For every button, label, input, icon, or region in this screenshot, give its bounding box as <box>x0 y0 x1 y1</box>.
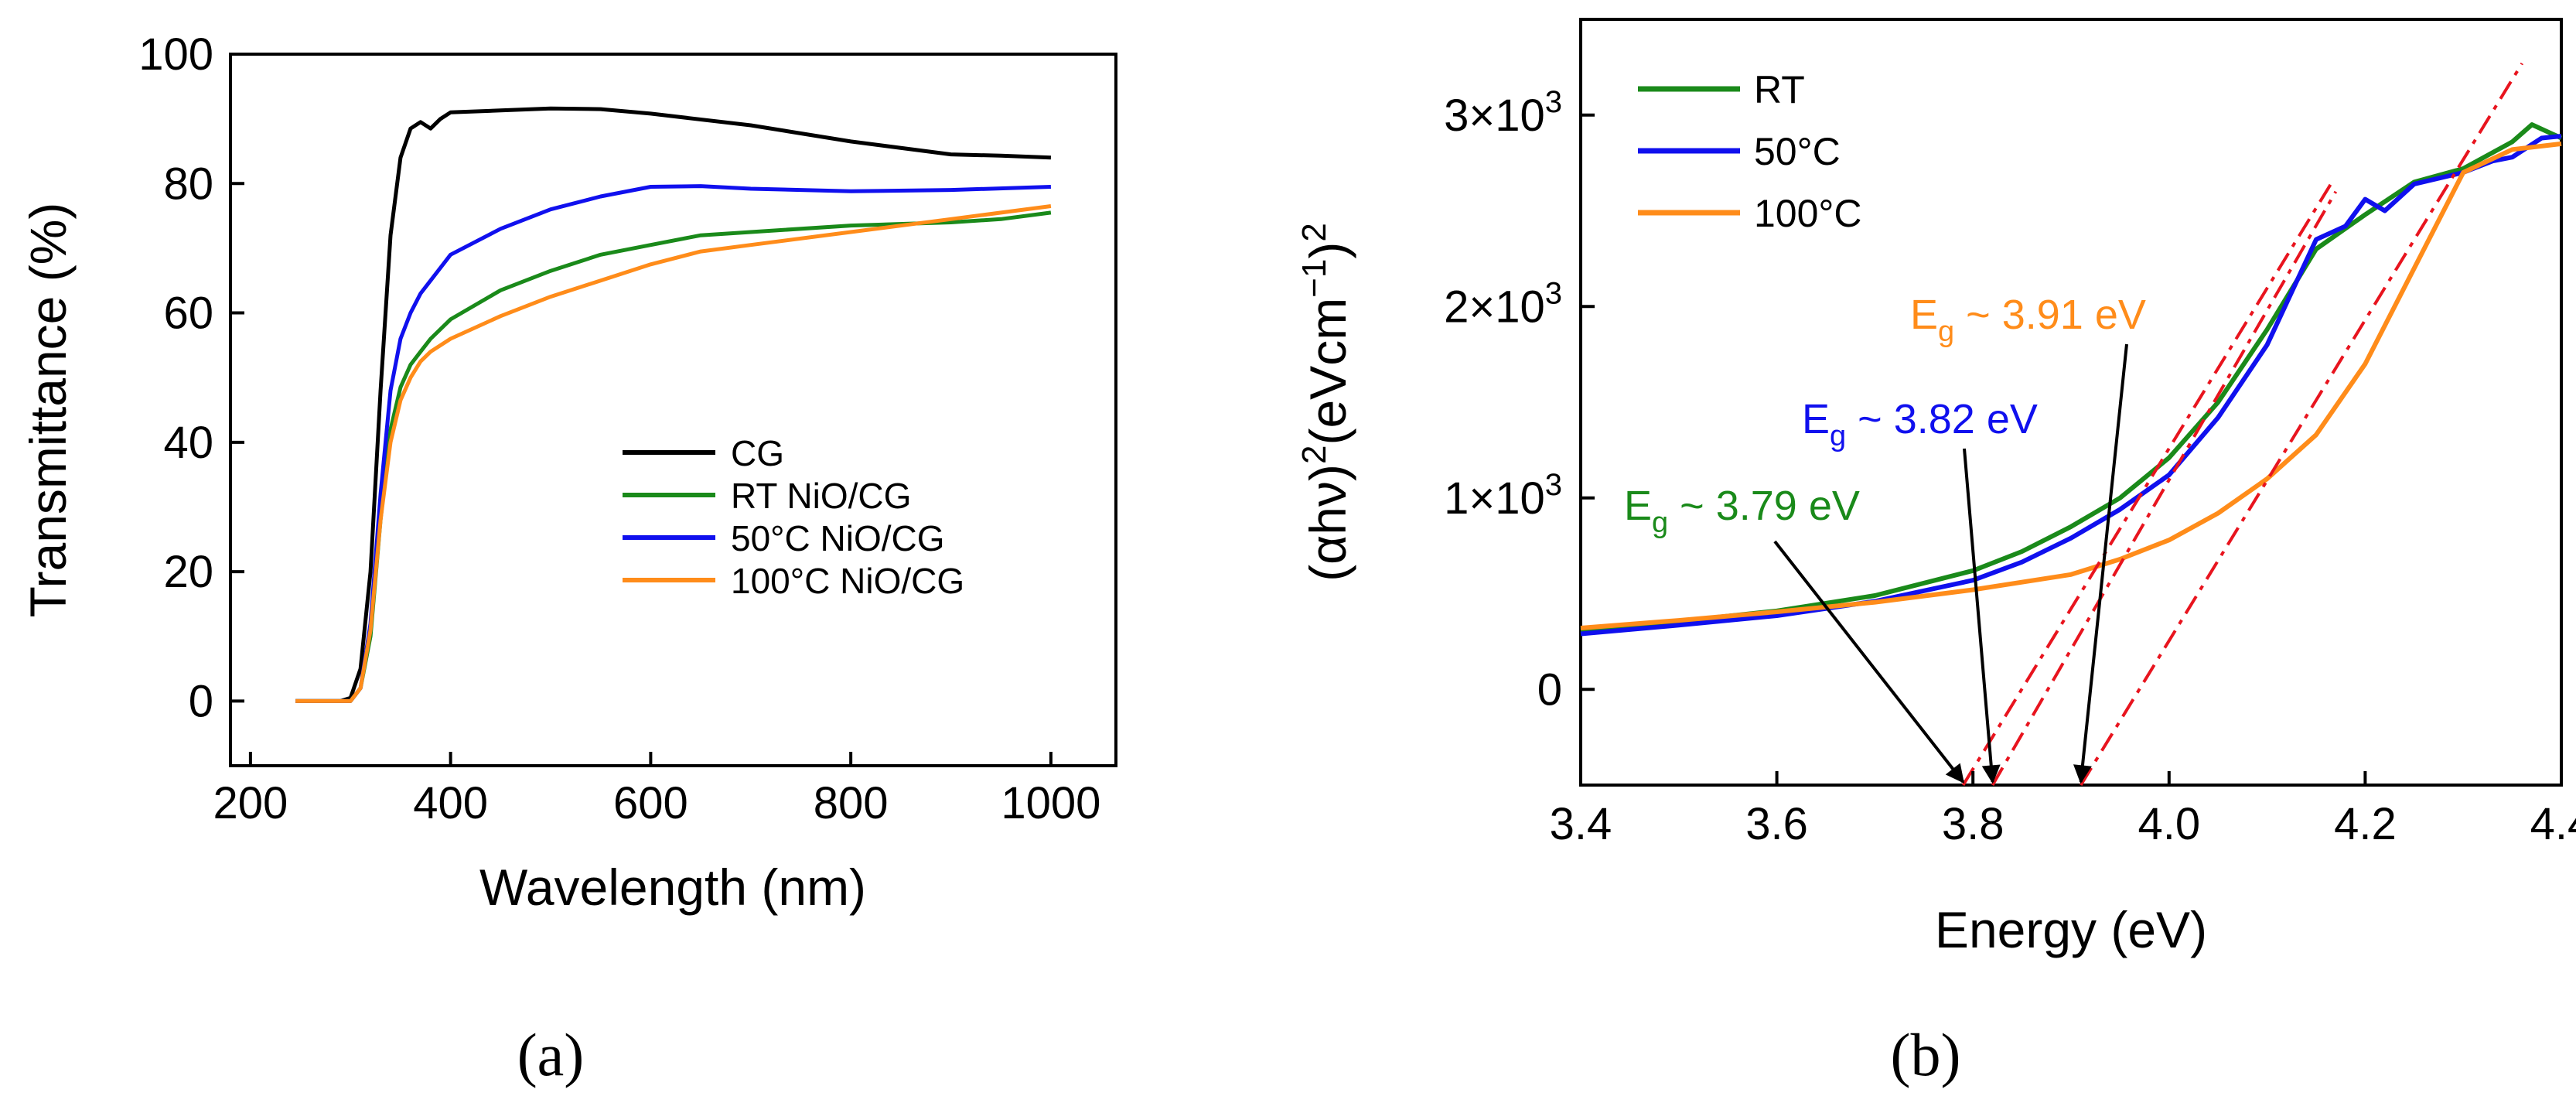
panel-a-plot-frame <box>229 53 1117 767</box>
panel-a-x-tick-label: 800 <box>814 778 889 828</box>
panel-b-plot-frame <box>1579 18 2563 787</box>
panel-b-series-line-2 <box>1580 141 2562 630</box>
panel-b-y-tick-label: 1×103 <box>1444 468 1562 524</box>
panel-a-series-group <box>295 106 1052 703</box>
panel-b-y-ticks: 0 1×103 2×103 3×103 <box>1444 85 1595 715</box>
panel-b-x-tick-label: 4.2 <box>2334 799 2397 849</box>
panel-b-legend-label: RT <box>1754 68 1805 111</box>
panel-a-x-tick-label: 600 <box>613 778 688 828</box>
panel-a-series-line-2 <box>295 184 1051 703</box>
panel-b-chart: 3.4 3.6 3.8 4.0 4.2 4.4 0 1×103 2×103 3×103 Ener… <box>1295 18 2576 958</box>
panel-a-y-tick-label: 40 <box>163 418 213 468</box>
panel-b-bandgap-arrow-1 <box>1963 448 2001 784</box>
panel-b-x-tick-label: 3.8 <box>1942 799 2005 849</box>
panel-b-x-tick-label: 4.0 <box>2138 799 2200 849</box>
panel-a-x-axis-label: Wavelength (nm) <box>479 859 866 916</box>
panel-a-y-tick-label: 60 <box>163 289 213 339</box>
panel-b-caption: (b) <box>1891 1021 1961 1088</box>
panel-b-x-ticks: 3.4 3.6 3.8 4.0 4.2 4.4 <box>1550 771 2576 849</box>
panel-b-legend: RT 50°C 100°C <box>1638 68 1862 235</box>
panel-a-y-axis-label: Transmittance (%) <box>19 203 77 618</box>
panel-b-x-tick-label: 3.4 <box>1550 799 1612 849</box>
panel-a-y-ticks: 0 20 40 60 80 100 <box>138 29 244 726</box>
panel-b-bandgap-arrow-0 <box>1773 540 1965 784</box>
panel-a-y-tick-label: 100 <box>138 29 213 80</box>
panel-a-caption: (a) <box>517 1021 585 1088</box>
panel-b-tangent-line-0 <box>1961 183 2332 787</box>
panel-b-bandgap-arrow-2 <box>2073 343 2128 784</box>
panel-a-x-ticks: 200 400 600 800 1000 <box>213 752 1100 828</box>
panel-a-x-tick-label: 1000 <box>1001 778 1100 828</box>
panel-b-x-tick-label: 3.6 <box>1745 799 1808 849</box>
panel-a-series-line-1 <box>295 210 1052 703</box>
panel-a-series-line-0 <box>295 106 1051 703</box>
panel-a-legend-label: RT NiO/CG <box>731 476 911 516</box>
panel-a-y-tick-label: 20 <box>163 547 213 597</box>
panel-b-y-tick-label: 3×103 <box>1444 85 1562 141</box>
panel-b-legend-label: 50°C <box>1754 130 1841 173</box>
panel-b-annotations: Eg ~ 3.79 eV Eg ~ 3.82 eV Eg ~ 3.91 eV <box>1624 292 2146 784</box>
panel-b-bandgap-label-2: Eg ~ 3.91 eV <box>1910 292 2146 348</box>
panel-a-x-tick-label: 400 <box>413 778 488 828</box>
panel-b-legend-label: 100°C <box>1754 192 1862 235</box>
panel-b-y-axis-label: (αhν)2(eVcm−1)2 <box>1295 223 1356 582</box>
panel-a-series-line-3 <box>295 204 1052 703</box>
panel-b-bandgap-label-1: Eg ~ 3.82 eV <box>1802 396 2038 452</box>
panel-b-bandgap-label-0: Eg ~ 3.79 eV <box>1624 483 1860 539</box>
panel-b-series-line-0 <box>1580 122 2563 633</box>
panel-a-x-tick-label: 200 <box>213 778 288 828</box>
panel-a-y-tick-label: 80 <box>163 159 213 209</box>
panel-b-y-tick-label: 2×103 <box>1444 276 1562 332</box>
panel-b-tangent-line-1 <box>1991 190 2338 787</box>
panel-a-legend-label: 100°C NiO/CG <box>731 561 964 601</box>
panel-b-x-axis-label: Energy (eV) <box>1935 901 2207 958</box>
panel-b-tangent-lines <box>1961 62 2523 787</box>
panel-a-legend-label: CG <box>731 433 784 473</box>
panel-b-series-group <box>1580 122 2563 637</box>
panel-b-x-tick-label: 4.4 <box>2530 799 2576 849</box>
panel-a-legend-label: 50°C NiO/CG <box>731 518 945 558</box>
panel-a-chart: 200 400 600 800 1000 0 20 40 60 80 100 Wavelength… <box>19 29 1117 916</box>
panel-a-y-tick-label: 0 <box>189 676 213 726</box>
panel-b-y-tick-label: 0 <box>1537 664 1562 715</box>
